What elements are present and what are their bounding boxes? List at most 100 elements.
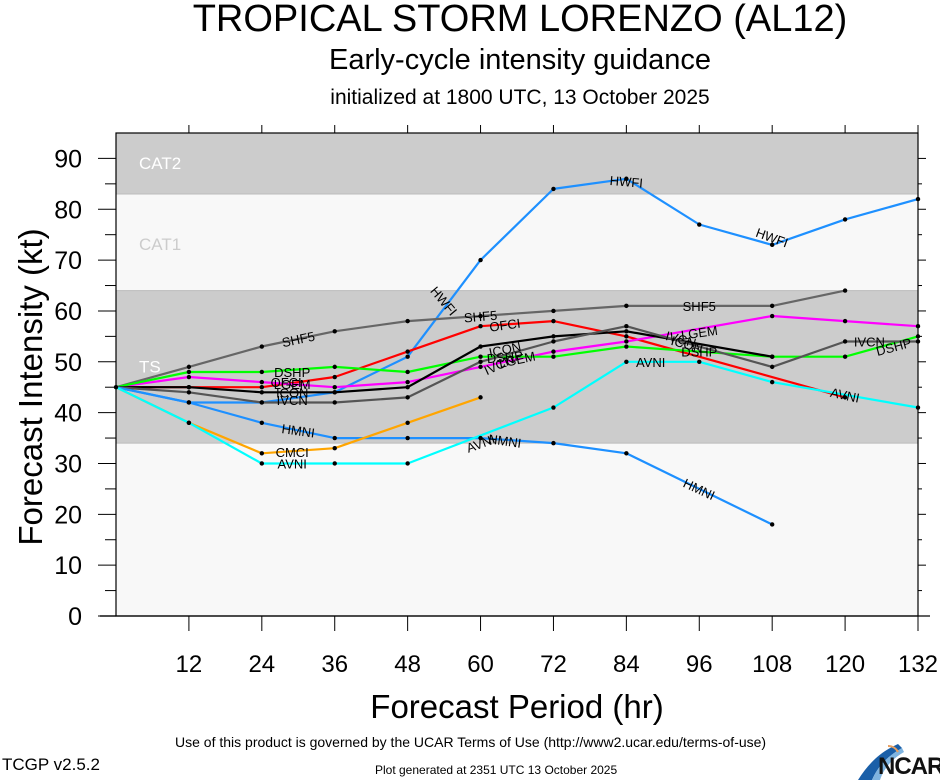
y-tick-label: 10 bbox=[54, 552, 82, 580]
data-point-hmni bbox=[186, 400, 192, 405]
y-tick-label: 50 bbox=[54, 349, 82, 377]
data-point-avni bbox=[405, 461, 410, 466]
band-label-cat1: CAT1 bbox=[139, 235, 181, 254]
axes: 0 10 20 30 40 50 60 70 80 90 12 24 36 48 60 72 84 96 108 12… bbox=[54, 125, 938, 678]
data-point-avni bbox=[915, 405, 921, 410]
band-cat1 bbox=[116, 194, 918, 291]
band-cat2 bbox=[116, 133, 918, 195]
init-time: initialized at 1800 UTC, 13 October 2025 bbox=[330, 86, 710, 109]
data-point-ofci bbox=[405, 349, 410, 354]
data-point-lgem bbox=[769, 313, 775, 319]
y-tick-label: 70 bbox=[54, 247, 82, 275]
data-point-shf5 bbox=[842, 288, 848, 293]
series-label-cmci: CMCI bbox=[276, 445, 309, 460]
band-label-cat2: CAT2 bbox=[139, 154, 181, 173]
data-point-icon bbox=[186, 385, 192, 390]
data-point-ofci bbox=[478, 324, 483, 329]
data-point-ivcn bbox=[624, 324, 629, 329]
y-tick-label: 60 bbox=[54, 298, 82, 326]
data-point-dshp bbox=[551, 354, 556, 359]
ncar-logo-text: NCAR bbox=[878, 753, 940, 780]
data-point-avni bbox=[769, 379, 775, 385]
data-point-ivcn bbox=[551, 339, 556, 344]
data-point-icon bbox=[332, 390, 337, 395]
x-tick-label: 108 bbox=[752, 651, 792, 678]
data-point-lgem bbox=[624, 339, 629, 344]
data-point-shf5 bbox=[259, 344, 265, 349]
data-point-ivcn bbox=[842, 339, 848, 344]
y-tick-label: 40 bbox=[54, 400, 82, 428]
data-point-ivcn bbox=[332, 400, 337, 405]
series-label-avni: AVNI bbox=[829, 385, 861, 406]
terms-of-use: Use of this product is governed by the U… bbox=[175, 734, 767, 750]
x-tick-label: 72 bbox=[540, 651, 567, 678]
data-point-hmni bbox=[332, 435, 337, 441]
data-point-hmni bbox=[551, 440, 556, 446]
ncar-logo-icon bbox=[858, 744, 904, 780]
data-point-lgem bbox=[405, 379, 410, 385]
x-tick-label: 24 bbox=[248, 651, 275, 678]
data-point-hwfi bbox=[405, 354, 410, 359]
data-point-hwfi bbox=[915, 196, 921, 202]
series-label-avni: AVNI bbox=[636, 355, 665, 370]
data-point-lgem bbox=[915, 324, 921, 329]
data-point-ivcn bbox=[259, 400, 265, 405]
series-label-avni: AVNI bbox=[278, 456, 307, 471]
data-point-avni bbox=[332, 461, 337, 466]
data-point-lgem bbox=[842, 318, 848, 324]
series-line-hwfi bbox=[115, 177, 919, 404]
series-label-hmni: HMNI bbox=[487, 431, 522, 450]
series-label-lgem: LGEM bbox=[498, 349, 537, 371]
series-markers bbox=[113, 176, 921, 527]
data-point-ivcn bbox=[186, 390, 192, 395]
data-point-hmni bbox=[405, 435, 410, 441]
data-point-dshp bbox=[186, 369, 192, 375]
chart-title: TROPICAL STORM LORENZO (AL12) bbox=[192, 0, 848, 40]
x-tick-label: 12 bbox=[176, 651, 203, 678]
data-point-hwfi bbox=[551, 186, 556, 192]
data-point-lgem bbox=[551, 349, 556, 354]
data-point-ofci bbox=[332, 374, 337, 380]
data-point-icon bbox=[551, 334, 556, 339]
data-point-lgem bbox=[478, 364, 483, 370]
data-point-shf5 bbox=[551, 308, 556, 314]
data-point-hwfi bbox=[478, 257, 483, 263]
data-point-ofci bbox=[624, 334, 629, 339]
x-tick-label: 36 bbox=[321, 651, 348, 678]
data-point-dshp bbox=[478, 354, 483, 359]
data-point-hmni bbox=[259, 420, 265, 425]
series-label-hmni: HMNI bbox=[281, 421, 316, 440]
data-point-shf5 bbox=[478, 313, 483, 319]
data-point-dshp bbox=[259, 369, 265, 375]
data-point-ofci bbox=[842, 395, 848, 400]
x-axis-label: Forecast Period (hr) bbox=[370, 688, 663, 725]
data-point-avni bbox=[259, 461, 265, 466]
data-point-hmni bbox=[624, 451, 629, 456]
data-point-cmci bbox=[405, 420, 410, 425]
data-point-ivcn bbox=[915, 339, 921, 344]
series-label-lgem: LGEM bbox=[274, 377, 311, 392]
data-point-icon bbox=[624, 329, 629, 334]
data-point-hwfi bbox=[697, 222, 702, 227]
data-point-dshp bbox=[405, 369, 410, 375]
data-point-avni bbox=[551, 405, 556, 410]
data-point-hmni bbox=[769, 522, 775, 527]
data-point-shf5 bbox=[332, 329, 337, 334]
y-tick-label: 20 bbox=[54, 501, 82, 529]
series-label-hwfi: HWFI bbox=[609, 173, 643, 191]
x-tick-label: 120 bbox=[825, 651, 865, 678]
series-line-shf5 bbox=[115, 289, 846, 389]
data-point-lgem bbox=[332, 385, 337, 390]
series-label-icon: ICON bbox=[276, 385, 309, 400]
x-tick-label: 132 bbox=[898, 651, 938, 678]
series-label-ofci: OFCI bbox=[488, 316, 521, 335]
series-label-ivcn: IVCN bbox=[277, 393, 308, 408]
series-label-icon: ICON bbox=[487, 339, 522, 360]
chart-subtitle: Early-cycle intensity guidance bbox=[328, 44, 711, 76]
series-label-ivcn: IVCN bbox=[854, 334, 885, 349]
x-tick-label: 96 bbox=[686, 651, 713, 678]
data-point-shf5 bbox=[769, 303, 775, 309]
series-label-lgem: LGEM bbox=[680, 323, 719, 343]
data-point-ofci bbox=[551, 318, 556, 324]
